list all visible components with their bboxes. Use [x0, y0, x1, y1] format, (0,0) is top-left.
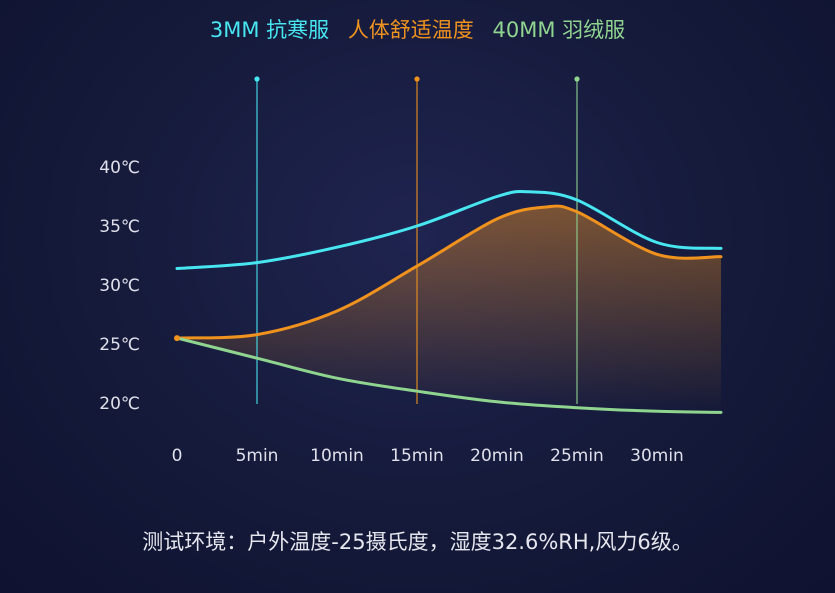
- x-tick-label: 5min: [236, 446, 279, 466]
- marker-dot-0: [254, 76, 260, 82]
- x-tick-label: 20min: [470, 446, 524, 466]
- x-tick-label: 15min: [390, 446, 444, 466]
- legend-item-orange: 人体舒适温度: [347, 18, 474, 42]
- start-point: [174, 335, 180, 342]
- legend-item-cyan: 3MM 抗寒服: [209, 18, 330, 42]
- y-axis-ticks: 20℃ 25℃ 30℃ 35℃ 40℃: [99, 158, 140, 414]
- marker-dot-1: [414, 76, 420, 82]
- x-tick-label: 30min: [630, 446, 684, 466]
- x-tick-label: 0: [172, 446, 183, 466]
- y-tick-label: 35℃: [99, 217, 140, 237]
- y-tick-label: 30℃: [99, 276, 140, 296]
- series-line-cyan: [175, 189, 723, 270]
- y-tick-label: 40℃: [99, 158, 140, 178]
- legend: 3MM 抗寒服 人体舒适温度 40MM 羽绒服: [0, 14, 835, 44]
- legend-item-green: 40MM 羽绒服: [492, 18, 626, 42]
- x-tick-label: 10min: [310, 446, 364, 466]
- x-tick-label: 25min: [550, 446, 604, 466]
- y-tick-label: 20℃: [99, 394, 140, 414]
- series-line-orange: [175, 204, 723, 340]
- y-tick-label: 25℃: [99, 335, 140, 355]
- area-fill: [177, 205, 721, 413]
- series-line-green: [175, 336, 723, 414]
- comfort-area: [177, 205, 721, 413]
- series-lines: [174, 189, 723, 414]
- marker-dot-2: [574, 76, 580, 82]
- marker-lines: [254, 76, 580, 404]
- test-environment-note: 测试环境：户外温度-25摄氏度，湿度32.6%RH,风力6级。: [142, 530, 693, 554]
- x-axis-ticks: 0 5min 10min 15min 20min 25min 30min: [172, 446, 684, 466]
